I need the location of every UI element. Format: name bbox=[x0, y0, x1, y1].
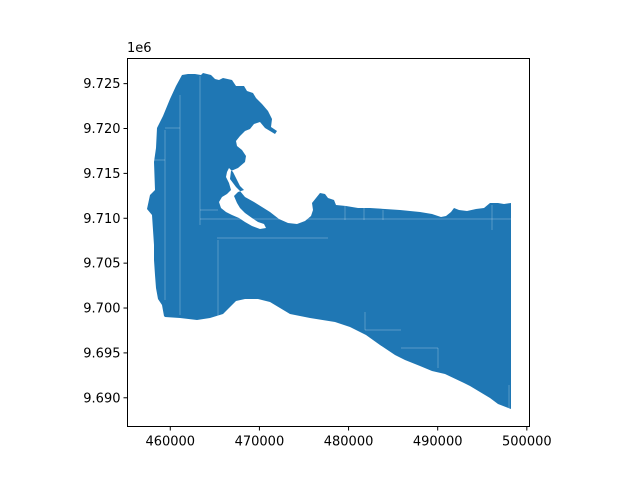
y-tick-label: 9.695 bbox=[83, 346, 120, 361]
y-tick-label: 9.700 bbox=[83, 302, 120, 317]
y-tick-label: 9.715 bbox=[83, 167, 120, 182]
x-axis: 460000 470000 480000 490000 500000 bbox=[145, 426, 552, 450]
x-tick-label: 490000 bbox=[413, 435, 463, 450]
y-tick-label: 9.725 bbox=[83, 77, 120, 92]
region-shape bbox=[147, 73, 511, 409]
region-polygon bbox=[147, 73, 511, 409]
y-tick-label: 9.720 bbox=[83, 122, 120, 137]
y-tick-label: 9.710 bbox=[83, 212, 120, 227]
internal-boundaries bbox=[152, 76, 511, 408]
x-tick-label: 480000 bbox=[324, 435, 374, 450]
x-tick-label: 500000 bbox=[502, 435, 552, 450]
y-axis: 9.725 9.720 9.715 9.710 9.705 9.700 9.695 9.690 bbox=[83, 77, 128, 406]
x-tick-label: 470000 bbox=[235, 435, 285, 450]
y-tick-label: 9.690 bbox=[83, 391, 120, 406]
x-tick-label: 460000 bbox=[145, 435, 195, 450]
y-offset-label: 1e6 bbox=[127, 41, 152, 56]
y-tick-label: 9.705 bbox=[83, 257, 120, 272]
axes-frame bbox=[127, 58, 530, 427]
